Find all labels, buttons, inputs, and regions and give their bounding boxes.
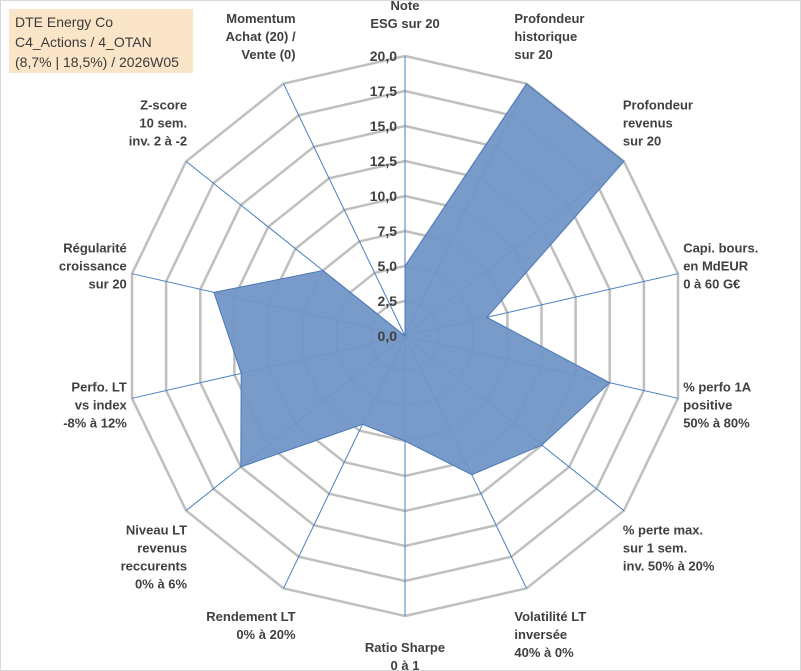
axis-label-line: ESG sur 20 <box>370 16 439 31</box>
axis-label-line: sur 20 <box>88 277 126 292</box>
axis-label-line: 0 à 1 <box>391 658 420 671</box>
axis-label: Profondeur historique sur 20 <box>514 11 584 62</box>
axis-label-line: revenus <box>623 116 673 131</box>
tick-label: 2,5 <box>378 293 398 309</box>
axis-label-line: Niveau LT <box>126 523 187 538</box>
axis-label: Niveau LT revenus reccurents 0% à 6% <box>121 523 188 592</box>
axis-label-line: inv. 2 à -2 <box>129 134 187 149</box>
axis-label: % perte max. sur 1 sem. inv. 50% à 20% <box>623 523 715 574</box>
axis-label: Profondeur revenus sur 20 <box>623 98 693 149</box>
chart-title-box: DTE Energy Co C4_Actions / 4_OTAN (8,7% … <box>9 9 193 73</box>
axis-label-line: Vente (0) <box>241 47 295 62</box>
axis-label-line: % perfo 1A <box>683 379 752 394</box>
axis-label-line: Capi. bours. <box>683 241 758 256</box>
axis-label-line: Ratio Sharpe <box>365 640 445 655</box>
axis-label-line: 40% à 0% <box>514 645 574 660</box>
axis-label-line: croissance <box>59 259 127 274</box>
axis-label: Z-score 10 sem. inv. 2 à -2 <box>129 98 187 149</box>
axis-label-line: % perte max. <box>623 523 703 538</box>
axis-label: Rendement LT 0% à 20% <box>206 609 296 642</box>
title-line-1: DTE Energy Co <box>15 14 114 30</box>
axis-label-line: Profondeur <box>514 11 584 26</box>
tick-label: 5,0 <box>378 258 398 274</box>
tick-label: 10,0 <box>370 188 397 204</box>
axis-label-line: Achat (20) / <box>226 29 296 44</box>
axis-label-line: vs index <box>75 397 128 412</box>
axis-label-line: Z-score <box>140 98 187 113</box>
axis-label-line: inversée <box>514 627 567 642</box>
axis-label-line: 50% à 80% <box>683 415 750 430</box>
axis-label-line: Régularité <box>63 241 127 256</box>
axis-label-line: 0 à 60 G€ <box>683 277 740 292</box>
axis-label-line: revenus <box>137 541 187 556</box>
axis-label-line: Profondeur <box>623 98 693 113</box>
tick-label: 20,0 <box>370 48 397 64</box>
tick-label: 7,5 <box>378 223 398 239</box>
axis-label-line: inv. 50% à 20% <box>623 559 715 574</box>
axis-label-line: historique <box>514 29 577 44</box>
axis-label: Régularité croissance sur 20 <box>59 241 127 292</box>
axis-label-line: -8% à 12% <box>63 415 127 430</box>
axis-label-line: sur 1 sem. <box>623 541 687 556</box>
axis-label-line: Perfo. LT <box>71 379 126 394</box>
axis-label: Volatilité LT inversée 40% à 0% <box>514 609 586 660</box>
tick-label: 15,0 <box>370 118 397 134</box>
axis-label-line: 0% à 20% <box>236 627 296 642</box>
tick-label: 12,5 <box>370 153 397 169</box>
axis-label-line: Momentum <box>226 11 295 26</box>
axis-label-line: sur 20 <box>514 47 552 62</box>
axis-label: Note ESG sur 20 <box>370 1 439 31</box>
axis-label: % perfo 1A positive 50% à 80% <box>683 379 752 430</box>
axis-label: Capi. bours. en MdEUR 0 à 60 G€ <box>683 241 758 292</box>
axis-label-line: sur 20 <box>623 134 661 149</box>
axis-label-line: Volatilité LT <box>514 609 586 624</box>
axis-label-line: 10 sem. <box>139 116 187 131</box>
axis-label-line: 0% à 6% <box>135 577 187 592</box>
data-area <box>213 82 625 476</box>
axis-label-line: Note <box>391 1 420 13</box>
tick-label: 17,5 <box>370 83 397 99</box>
axis-label-line: positive <box>683 397 732 412</box>
axis-label: Ratio Sharpe 0 à 1 <box>365 640 445 671</box>
title-line-3: (8,7% | 18,5%) / 2026W05 <box>15 54 179 70</box>
axis-label: Momentum Achat (20) / Vente (0) <box>226 11 296 62</box>
title-line-2: C4_Actions / 4_OTAN <box>15 34 152 50</box>
axis-label-line: en MdEUR <box>683 259 749 274</box>
axis-label: Perfo. LT vs index -8% à 12% <box>63 379 127 430</box>
tick-label: 0,0 <box>378 328 398 344</box>
axis-label-line: reccurents <box>121 559 187 574</box>
axis-spoke <box>283 83 406 337</box>
axis-label-line: Rendement LT <box>206 609 295 624</box>
